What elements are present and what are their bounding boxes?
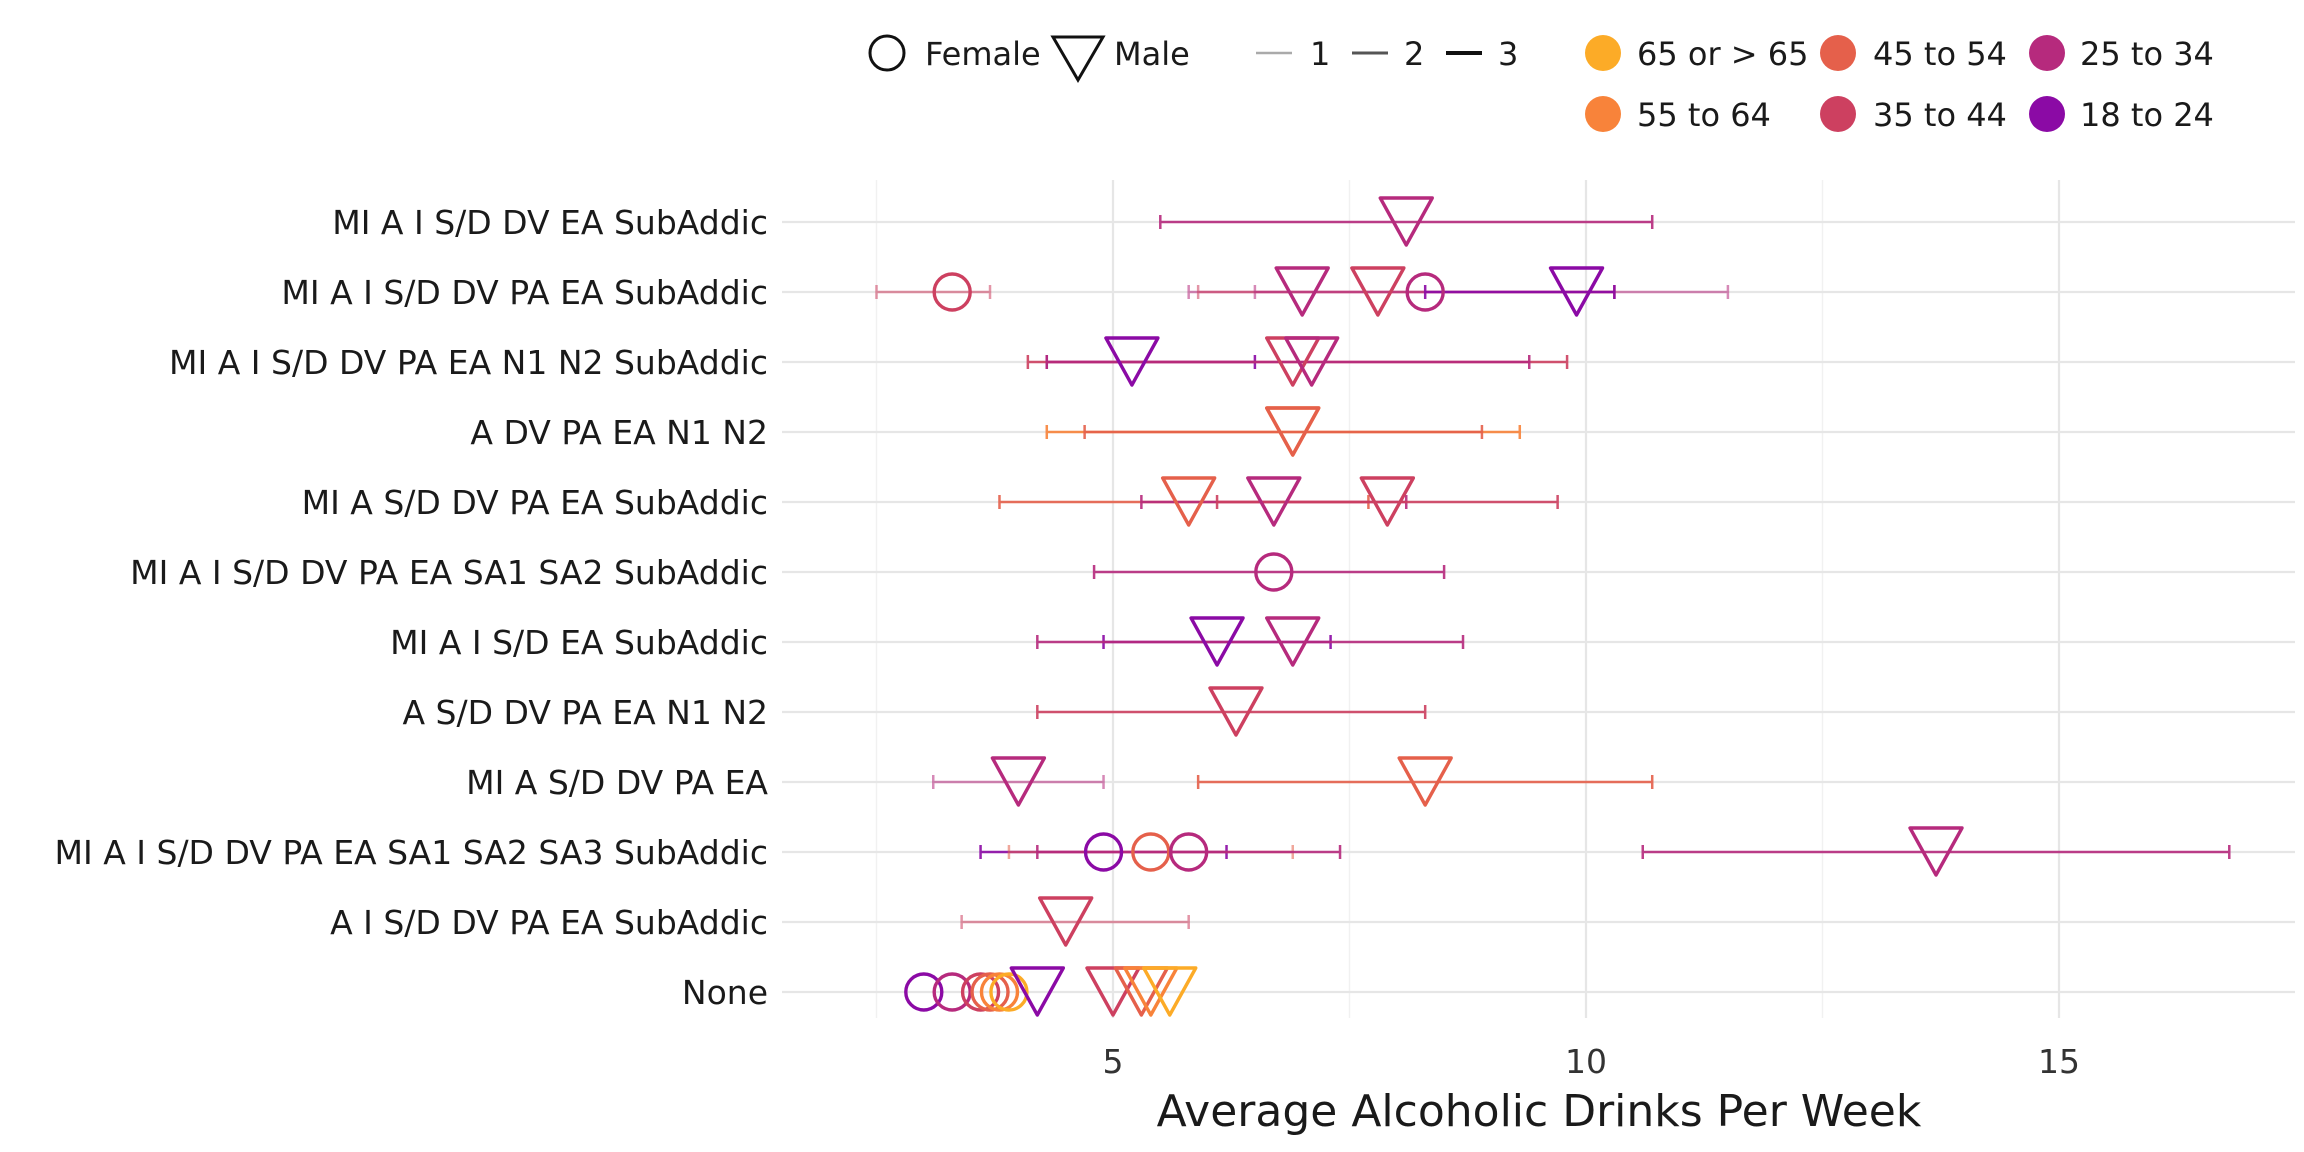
male-point-marker (1085, 966, 1141, 1017)
error-bar (932, 775, 1105, 789)
category-label: MI A I S/D DV PA EA SubAddic (281, 273, 768, 312)
male-point-marker (1283, 336, 1340, 387)
category-label: A DV PA EA N1 N2 (470, 413, 768, 452)
x-tick-label: 5 (1103, 1042, 1124, 1081)
category-label: MI A I S/D DV PA EA SA1 SA2 SubAddic (130, 553, 768, 592)
legend-age-18-24-label: 18 to 24 (2080, 96, 2214, 134)
legend-count-3-label: 3 (1498, 35, 1518, 73)
female-point-marker (1083, 832, 1124, 872)
legend-male-triangle-icon (1050, 35, 1106, 83)
error-bar (960, 915, 1190, 929)
male-point-marker (1142, 966, 1198, 1017)
legend-age-25-34-swatch (2029, 35, 2065, 71)
y-axis-category-labels: MI A I S/D DV EA SubAddic MI A I S/D DV P… (55, 203, 769, 1012)
error-bar (1036, 845, 1342, 859)
legend-female-circle-icon (868, 34, 906, 72)
male-point-marker (990, 756, 1047, 807)
legend-female-label: Female (925, 35, 1041, 73)
category-label: None (682, 973, 768, 1012)
x-tick-label: 15 (2038, 1042, 2080, 1081)
plot-area (875, 196, 2231, 1017)
error-bar (1092, 565, 1446, 579)
female-point-marker (932, 272, 972, 312)
error-bar (1045, 355, 1531, 369)
male-point-marker (1350, 266, 1406, 317)
male-point-marker (1189, 616, 1245, 667)
error-bar (1423, 285, 1616, 299)
category-label: MI A I S/D DV PA EA SA1 SA2 SA3 SubAddic (55, 833, 768, 872)
x-tick-label: 10 (1565, 1042, 1607, 1081)
category-label: A I S/D DV PA EA SubAddic (330, 903, 768, 942)
category-label: MI A S/D DV PA EA (466, 763, 768, 802)
error-bar (1641, 845, 2231, 859)
female-point-marker (970, 972, 1010, 1012)
category-label: MI A I S/D DV EA SubAddic (332, 203, 768, 242)
male-point-marker (1274, 266, 1330, 317)
error-bar (1159, 215, 1654, 229)
female-point-marker (979, 972, 1020, 1012)
legend-age-45-54-swatch (1820, 35, 1856, 71)
x-axis-title: Average Alcoholic Drinks Per Week (1157, 1086, 1922, 1137)
male-point-marker (1265, 406, 1321, 457)
category-label: MI A S/D DV PA EA SubAddic (302, 483, 768, 522)
female-point-marker (1254, 552, 1294, 592)
legend-age-25-34-label: 25 to 34 (2080, 35, 2214, 73)
legend-item-male: Male (1050, 35, 1190, 83)
male-point-marker (1246, 476, 1302, 527)
male-point-marker (1104, 336, 1160, 387)
male-point-marker (1908, 826, 1964, 877)
legend-age-35-44-label: 35 to 44 (1873, 96, 2007, 134)
male-point-marker (1265, 616, 1321, 667)
male-point-marker (1397, 756, 1453, 807)
error-bar (1036, 705, 1427, 719)
male-point-marker (1037, 896, 1094, 947)
female-point-marker (1405, 272, 1445, 312)
female-point-marker (932, 972, 972, 1012)
legend-count: 1 2 3 (1256, 35, 1518, 73)
error-bar (1215, 495, 1559, 509)
grid (782, 180, 2295, 1018)
male-point-marker (1009, 966, 1066, 1017)
male-point-marker (1208, 686, 1264, 737)
error-bar (1036, 635, 1465, 649)
legend-age-65-plus-label: 65 or > 65 (1637, 35, 1809, 73)
legend-age-35-44-swatch (1820, 96, 1856, 132)
category-label: MI A I S/D DV PA EA N1 N2 SubAddic (169, 343, 768, 382)
legend-age-65-plus-swatch (1585, 35, 1621, 71)
legend-male-label: Male (1114, 35, 1190, 73)
error-bar (1196, 775, 1654, 789)
female-point-marker (989, 972, 1029, 1012)
legend-age: 65 or > 65 45 to 54 25 to 34 55 to 64 35… (1585, 35, 2214, 134)
error-bar (1083, 425, 1484, 439)
legend-age-18-24-swatch (2029, 96, 2065, 132)
legend-count-2-label: 2 (1404, 35, 1424, 73)
legend-item-female: Female (868, 34, 1041, 73)
female-point-marker (1168, 832, 1209, 872)
legend-count-1-label: 1 (1310, 35, 1330, 73)
female-point-marker (960, 972, 1001, 1012)
legend: Female Male 1 2 3 65 or > 65 45 to 54 25… (868, 34, 2214, 134)
legend-age-55-64-label: 55 to 64 (1637, 96, 1771, 134)
legend-age-45-54-label: 45 to 54 (1873, 35, 2007, 73)
male-point-marker (1359, 476, 1416, 527)
legend-sex: Female Male (868, 34, 1190, 83)
female-point-marker (1131, 832, 1171, 872)
x-axis-tick-labels: 5 10 15 (1103, 1042, 2081, 1081)
category-label: A S/D DV PA EA N1 N2 (402, 693, 768, 732)
legend-age-55-64-swatch (1585, 96, 1621, 132)
male-point-marker (1160, 476, 1217, 527)
male-point-marker (1548, 266, 1605, 317)
category-label: MI A I S/D EA SubAddic (390, 623, 768, 662)
female-point-marker (904, 972, 944, 1012)
male-point-marker (1378, 196, 1434, 247)
